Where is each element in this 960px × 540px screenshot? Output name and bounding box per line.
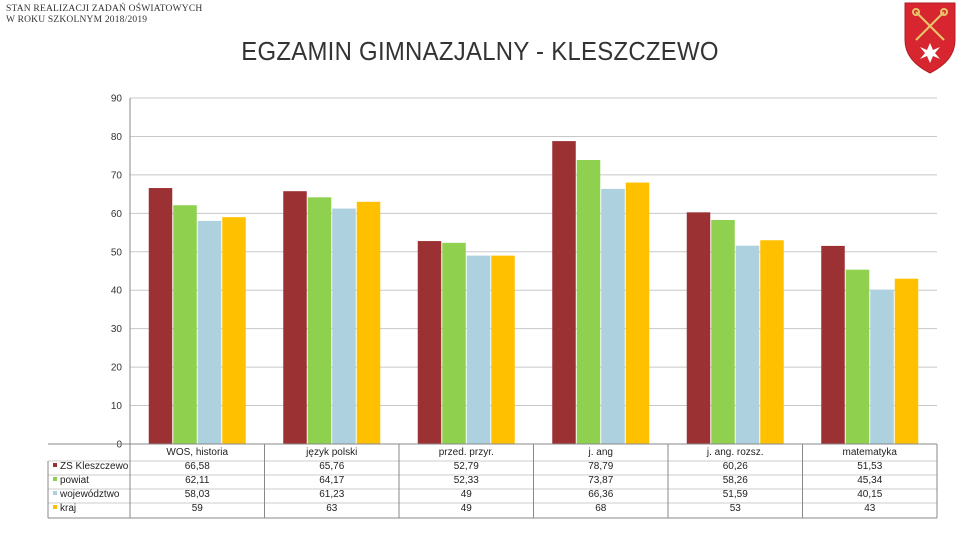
data-label: 49 <box>461 489 473 500</box>
bar-zs-kleszczewo <box>552 141 576 444</box>
legend-key-województwo <box>53 491 57 495</box>
data-label: 64,17 <box>319 475 344 486</box>
x-category-label: przed. przyr. <box>439 447 494 458</box>
bar-zs-kleszczewo <box>417 241 442 444</box>
bar-kraj <box>356 201 381 444</box>
y-tick-label: 80 <box>111 132 123 143</box>
data-label: 68 <box>595 503 607 514</box>
bar-województwo <box>197 220 222 444</box>
page-title: EGZAMIN GIMNAZJALNY - KLESZCZEWO <box>241 36 719 66</box>
data-label: 40,15 <box>857 489 882 500</box>
y-tick-label: 50 <box>111 247 123 258</box>
legend-label: kraj <box>60 503 76 514</box>
y-tick-label: 30 <box>111 324 123 335</box>
legend-key-powiat <box>53 477 57 481</box>
bar-kraj <box>625 182 650 445</box>
bar-województwo <box>466 255 491 444</box>
x-category-label: język polski <box>305 447 357 458</box>
data-label: 78,79 <box>588 461 613 472</box>
bar-powiat <box>173 205 197 444</box>
data-label: 43 <box>864 503 876 514</box>
bar-zs-kleszczewo <box>148 188 173 444</box>
y-tick-label: 70 <box>111 170 123 181</box>
data-label: 53 <box>730 503 742 514</box>
x-category-label: matematyka <box>843 447 898 458</box>
data-label: 58,26 <box>723 475 748 486</box>
x-category-label: j. ang <box>588 447 613 458</box>
legend-label: ZS Kleszczewo <box>60 461 129 472</box>
legend-key-kraj <box>53 505 57 509</box>
data-label: 49 <box>461 503 473 514</box>
data-label: 45,34 <box>857 475 882 486</box>
bar-powiat <box>711 220 735 444</box>
x-category-label: j. ang. rozsz. <box>706 447 764 458</box>
data-label: 51,59 <box>723 489 748 500</box>
data-label: 65,76 <box>319 461 344 472</box>
data-label: 58,03 <box>185 489 210 500</box>
data-label: 63 <box>326 503 338 514</box>
x-category-label: WOS, historia <box>166 447 228 458</box>
legend-label: powiat <box>60 475 89 486</box>
bar-kraj <box>491 255 515 444</box>
org-line-2: W ROKU SZKOLNYM 2018/2019 <box>6 15 148 25</box>
bar-kraj <box>894 278 919 444</box>
bar-województwo <box>601 188 625 444</box>
bar-powiat <box>576 160 601 444</box>
org-line-1: STAN REALIZACJI ZADAŃ OŚWIATOWYCH <box>6 4 203 14</box>
y-tick-label: 60 <box>111 209 123 220</box>
data-label: 59 <box>192 503 204 514</box>
data-label: 66,36 <box>588 489 613 500</box>
bar-województwo <box>735 245 760 444</box>
y-tick-label: 0 <box>116 440 122 451</box>
bar-zs-kleszczewo <box>283 191 307 444</box>
data-label: 66,58 <box>185 461 210 472</box>
data-label: 73,87 <box>588 475 613 486</box>
data-label: 52,33 <box>454 475 479 486</box>
data-label: 60,26 <box>723 461 748 472</box>
bar-województwo <box>870 289 894 444</box>
y-tick-label: 10 <box>111 401 123 412</box>
bar-kraj <box>222 217 246 444</box>
bar-powiat <box>307 197 332 444</box>
data-label: 62,11 <box>185 475 210 486</box>
coat-of-arms-icon <box>900 0 960 75</box>
bar-kraj <box>760 240 784 444</box>
legend-key-zs-kleszczewo <box>53 463 57 467</box>
bar-zs-kleszczewo <box>686 212 711 444</box>
y-tick-label: 20 <box>111 363 123 374</box>
legend-label: województwo <box>59 489 120 500</box>
y-tick-label: 90 <box>111 94 123 105</box>
bar-powiat <box>845 269 870 444</box>
bar-zs-kleszczewo <box>821 245 845 444</box>
y-tick-label: 40 <box>111 286 123 297</box>
organization-heading: STAN REALIZACJI ZADAŃ OŚWIATOWYCH W ROKU… <box>6 4 202 26</box>
bar-powiat <box>442 242 466 444</box>
data-label: 51,53 <box>857 461 882 472</box>
data-label: 52,79 <box>454 461 479 472</box>
data-label: 61,23 <box>319 489 344 500</box>
bar-województwo <box>332 208 356 444</box>
